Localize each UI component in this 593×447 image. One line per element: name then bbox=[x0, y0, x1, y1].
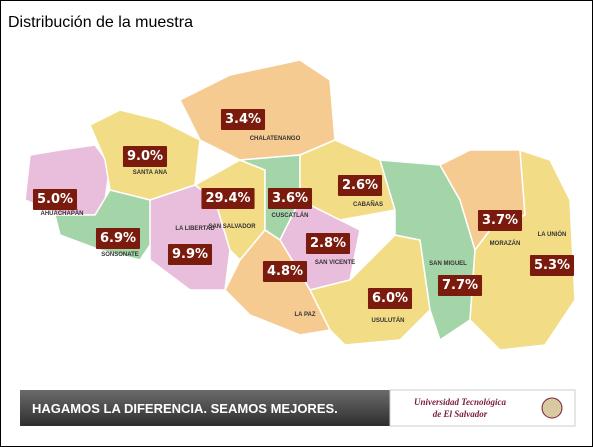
share-box bbox=[32, 189, 78, 210]
share-box bbox=[367, 288, 413, 309]
department-name: LA LIBERTAD bbox=[175, 226, 215, 232]
department-name: MORAZÁN bbox=[490, 240, 521, 247]
share-box bbox=[477, 210, 523, 231]
department-name: CABAÑAS bbox=[353, 201, 383, 208]
share-box bbox=[337, 175, 383, 196]
department-name: SAN SALVADOR bbox=[208, 224, 256, 230]
share-box bbox=[122, 146, 168, 167]
share-label: 9.0% bbox=[127, 149, 163, 164]
share-label: 3.6% bbox=[272, 191, 308, 206]
department-name: LA UNIÓN bbox=[538, 230, 567, 238]
department-name: AHUACHAPÁN bbox=[41, 210, 84, 217]
share-label: 3.7% bbox=[482, 213, 518, 228]
share-label: 2.8% bbox=[310, 236, 346, 251]
logo-line: Universidad Tecnológica bbox=[414, 397, 506, 407]
share-box bbox=[267, 188, 313, 209]
title: Distribución de la muestra bbox=[8, 14, 193, 31]
share-label: 6.9% bbox=[100, 231, 136, 246]
share-label: 2.6% bbox=[342, 178, 378, 193]
share-label: 6.0% bbox=[372, 291, 408, 306]
share-box bbox=[437, 275, 483, 296]
department-name: USULUTÁN bbox=[372, 317, 405, 324]
department-name: SONSONATE bbox=[101, 252, 139, 258]
department-name: SANTA ANA bbox=[133, 170, 168, 176]
share-box bbox=[305, 233, 351, 254]
slogan: HAGAMOS LA DIFERENCIA. SEAMOS MEJORES. bbox=[32, 401, 338, 416]
share-box bbox=[201, 188, 255, 209]
share-box bbox=[95, 228, 141, 249]
share-label: 3.4% bbox=[225, 112, 261, 127]
department-name: CUSCATLÁN bbox=[272, 212, 309, 219]
footer-band bbox=[20, 390, 390, 426]
share-label: 29.4% bbox=[205, 191, 250, 206]
logo-line: de El Salvador bbox=[433, 409, 488, 419]
share-box bbox=[262, 261, 308, 282]
department-name: SAN MIGUEL bbox=[429, 261, 467, 267]
department-name: SAN VICENTE bbox=[315, 260, 355, 266]
department-name: CHALATENANGO bbox=[250, 136, 301, 142]
share-box bbox=[220, 109, 266, 130]
department-name: LA PAZ bbox=[295, 312, 316, 318]
share-label: 5.0% bbox=[37, 192, 73, 207]
share-box bbox=[167, 244, 213, 265]
share-label: 9.9% bbox=[172, 247, 208, 262]
logo-seal bbox=[541, 397, 563, 419]
share-label: 7.7% bbox=[442, 278, 478, 293]
share-label: 5.3% bbox=[534, 258, 570, 273]
share-box bbox=[529, 255, 575, 276]
map: AHUACHAPÁN 5.0% SANTA ANA 9.0% CHALATENANGO 3… bbox=[24, 59, 576, 351]
share-label: 4.8% bbox=[267, 264, 303, 279]
